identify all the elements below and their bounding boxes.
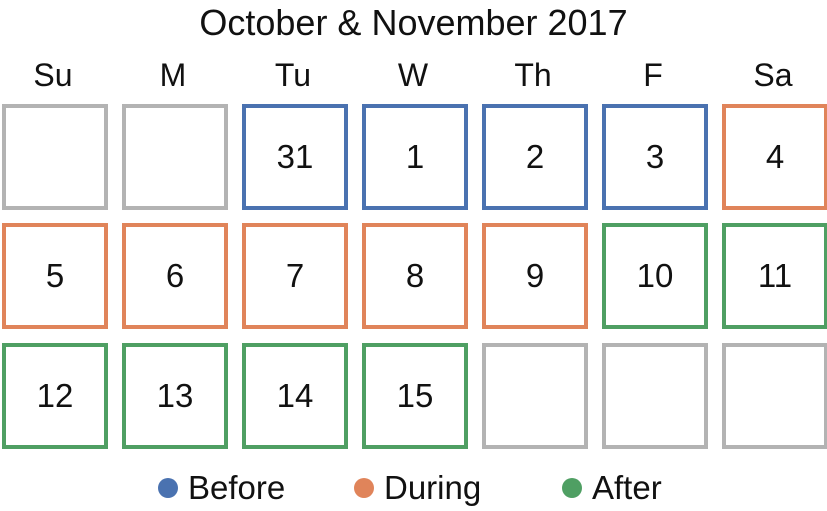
legend-label: Before (188, 469, 286, 506)
calendar-day-number: 1 (405, 138, 425, 175)
calendar-empty-cell (482, 343, 588, 449)
calendar-day-cell: 11 (722, 223, 827, 329)
calendar-day-cell: 14 (242, 343, 348, 449)
calendar-day-cell: 5 (2, 223, 108, 329)
legend-label: During (384, 469, 482, 506)
calendar-day-cell: 6 (122, 223, 228, 329)
legend-item-during: During (354, 466, 481, 510)
calendar-day-cell: 31 (242, 104, 348, 210)
calendar-empty-cell (722, 343, 827, 449)
legend-dot-icon (158, 478, 178, 498)
calendar-title: October & November 2017 (199, 2, 628, 43)
day-of-week-label: Tu (274, 57, 312, 93)
calendar-day-number: 7 (285, 257, 305, 294)
calendar-day-cell: 12 (2, 343, 108, 449)
day-of-week-label: Su (33, 57, 73, 93)
calendar-day-number: 3 (645, 138, 665, 175)
calendar-day-number: 9 (525, 257, 545, 294)
calendar-day-cell: 10 (602, 223, 708, 329)
calendar-day-number: 10 (636, 257, 674, 294)
legend-item-before: Before (158, 466, 285, 510)
calendar-empty-cell (122, 104, 228, 210)
day-of-week-label: W (397, 57, 429, 93)
calendar-day-cell: 2 (482, 104, 588, 210)
calendar-day-cell: 3 (602, 104, 708, 210)
calendar-day-number: 4 (765, 138, 785, 175)
calendar-day-number: 12 (36, 377, 74, 414)
calendar-empty-cell (2, 104, 108, 210)
legend-item-after: After (562, 466, 662, 510)
legend-dot-icon (354, 478, 374, 498)
legend-dot-icon (562, 478, 582, 498)
calendar-day-number: 13 (156, 377, 194, 414)
calendar-day-number: 15 (396, 377, 434, 414)
calendar-day-number: 31 (276, 138, 314, 175)
legend: Before During After (0, 466, 827, 510)
calendar-day-cell: 1 (362, 104, 468, 210)
day-of-week-label: Th (514, 57, 552, 93)
calendar-day-number: 8 (405, 257, 425, 294)
calendar-day-cell: 13 (122, 343, 228, 449)
calendar-day-cell: 7 (242, 223, 348, 329)
calendar-empty-cell (602, 343, 708, 449)
calendar-day-number: 6 (165, 257, 185, 294)
day-of-week-label: Sa (753, 57, 793, 93)
calendar-day-cell: 4 (722, 104, 827, 210)
calendar-day-number: 14 (276, 377, 314, 414)
calendar-day-number: 11 (757, 257, 793, 294)
calendar-day-cell: 8 (362, 223, 468, 329)
day-of-week-label: M (159, 57, 187, 93)
legend-label: After (592, 469, 662, 506)
calendar-day-number: 5 (45, 257, 65, 294)
calendar-day-number: 2 (525, 138, 545, 175)
calendar-day-cell: 15 (362, 343, 468, 449)
day-of-week-label: F (643, 57, 663, 93)
calendar-day-cell: 9 (482, 223, 588, 329)
